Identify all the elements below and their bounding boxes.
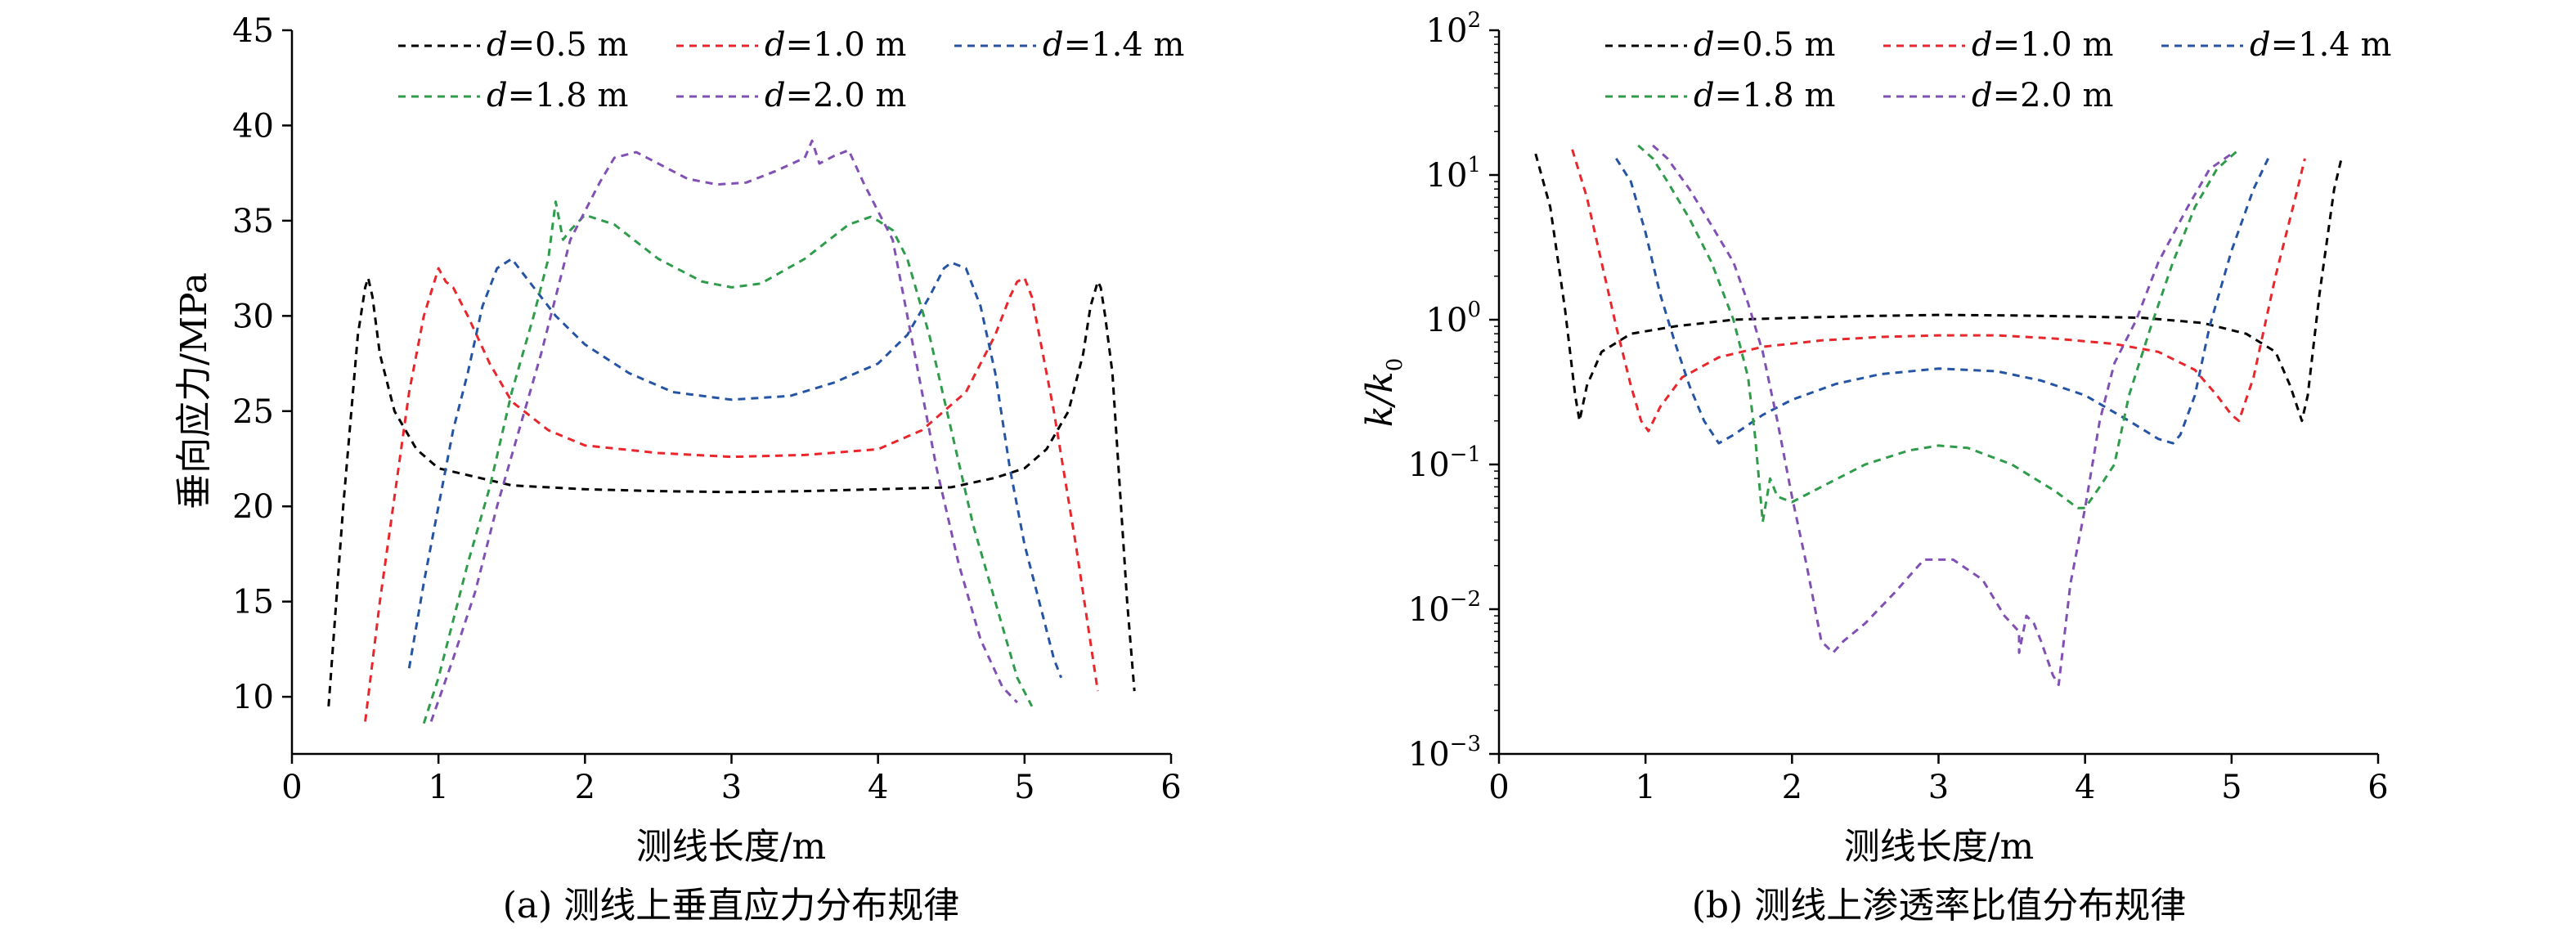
series-line-d-1-8-m bbox=[1637, 144, 2240, 523]
x-tick-label: 4 bbox=[2075, 769, 2095, 806]
x-tick-label: 3 bbox=[1928, 769, 1949, 806]
y-tick-label: 15 bbox=[232, 584, 274, 621]
panel-a-ylabel: 垂向应力/MPa bbox=[173, 272, 215, 509]
series-line-d-2-0-m bbox=[1652, 144, 2233, 686]
panel-b-legend: d=0.5 m d=1.0 m d=1.4 m d=1.8 m d=2.0 m bbox=[1605, 26, 2391, 114]
legend-item-d-0-5-m: d=0.5 m bbox=[398, 26, 628, 64]
series-line-d-0-5-m bbox=[327, 276, 1136, 706]
y-tick-label: 25 bbox=[232, 393, 274, 431]
legend-item-d-1-8-m: d=1.8 m bbox=[1605, 77, 1835, 114]
panel-b-series bbox=[1534, 144, 2343, 686]
x-tick-label: 0 bbox=[281, 769, 302, 806]
y-tick-label: 10−1 bbox=[1408, 442, 1481, 484]
x-tick-label: 1 bbox=[1635, 769, 1655, 806]
y-tick-label: 100 bbox=[1426, 298, 1481, 339]
y-tick-label: 10 bbox=[232, 679, 274, 716]
series-line-d-0-5-m bbox=[1534, 153, 2343, 423]
x-tick-label: 2 bbox=[1782, 769, 1802, 806]
legend-item-d-0-5-m: d=0.5 m bbox=[1605, 26, 1835, 64]
legend-label: d=2.0 m bbox=[765, 77, 906, 114]
x-tick-label: 5 bbox=[1014, 769, 1034, 806]
legend-label: d=2.0 m bbox=[1972, 77, 2113, 114]
panel-b-axes: 0 1 2 3 4 5 6 10−3 10−2 10−1 100 101 102 bbox=[1408, 8, 2389, 806]
x-tick-label: 4 bbox=[868, 769, 888, 806]
x-tick-label: 5 bbox=[2221, 769, 2242, 806]
series-line-d-1-4-m bbox=[407, 258, 1063, 679]
series-line-d-1-8-m bbox=[422, 200, 1034, 724]
legend-label: d=1.8 m bbox=[1694, 77, 1835, 114]
y-tick-label: 45 bbox=[232, 12, 274, 50]
legend-label: d=1.0 m bbox=[1972, 26, 2113, 64]
panel-a-legend: d=0.5 m d=1.0 m d=1.4 m d=1.8 m d=2.0 m bbox=[398, 26, 1184, 114]
panel-a-caption: (a) 测线上垂直应力分布规律 bbox=[503, 885, 960, 926]
y-tick-label: 35 bbox=[232, 203, 274, 240]
legend-label: d=0.5 m bbox=[487, 26, 628, 64]
legend-label: d=0.5 m bbox=[1694, 26, 1835, 64]
y-tick-label: 30 bbox=[232, 298, 274, 335]
panel-b-ylabel-main: k/k bbox=[1359, 371, 1401, 427]
series-line-d-2-0-m bbox=[429, 139, 1018, 722]
x-tick-label: 2 bbox=[575, 769, 595, 806]
x-tick-label: 6 bbox=[2367, 769, 2388, 806]
panel-b-xlabel: 测线长度/m bbox=[1844, 826, 2035, 868]
y-tick-label: 101 bbox=[1426, 153, 1481, 195]
y-tick-label: 102 bbox=[1426, 8, 1481, 50]
series-line-d-1-0-m bbox=[364, 267, 1099, 722]
y-tick-label: 20 bbox=[232, 488, 274, 526]
y-tick-label: 40 bbox=[232, 107, 274, 145]
legend-item-d-1-4-m: d=1.4 m bbox=[954, 26, 1184, 64]
x-tick-label: 6 bbox=[1160, 769, 1181, 806]
panel-b: 0 1 2 3 4 5 6 10−3 10−2 10−1 100 101 102 d=0.5 m d=1.… bbox=[1359, 8, 2391, 926]
legend-item-d-1-0-m: d=1.0 m bbox=[676, 26, 906, 64]
x-tick-label: 3 bbox=[721, 769, 742, 806]
panel-b-ylabel-sub: 0 bbox=[1383, 358, 1407, 372]
legend-label: d=1.4 m bbox=[2250, 26, 2391, 64]
legend-item-d-1-4-m: d=1.4 m bbox=[2161, 26, 2391, 64]
legend-item-d-1-0-m: d=1.0 m bbox=[1883, 26, 2113, 64]
legend-label: d=1.4 m bbox=[1043, 26, 1184, 64]
x-tick-label: 0 bbox=[1488, 769, 1509, 806]
legend-item-d-2-0-m: d=2.0 m bbox=[676, 77, 906, 114]
x-tick-label: 1 bbox=[428, 769, 448, 806]
legend-label: d=1.0 m bbox=[765, 26, 906, 64]
y-tick-label: 10−3 bbox=[1408, 732, 1481, 774]
series-line-d-1-4-m bbox=[1615, 157, 2269, 445]
legend-item-d-1-8-m: d=1.8 m bbox=[398, 77, 628, 114]
panel-b-ylabel: k/k0 bbox=[1359, 358, 1407, 428]
panel-a-xlabel: 测线长度/m bbox=[636, 826, 827, 868]
series-line-d-1-0-m bbox=[1571, 149, 2306, 433]
panel-b-caption: (b) 测线上渗透率比值分布规律 bbox=[1692, 885, 2186, 926]
y-tick-label: 10−2 bbox=[1408, 587, 1481, 629]
legend-label: d=1.8 m bbox=[487, 77, 628, 114]
legend-item-d-2-0-m: d=2.0 m bbox=[1883, 77, 2113, 114]
panel-a-series bbox=[327, 139, 1136, 724]
